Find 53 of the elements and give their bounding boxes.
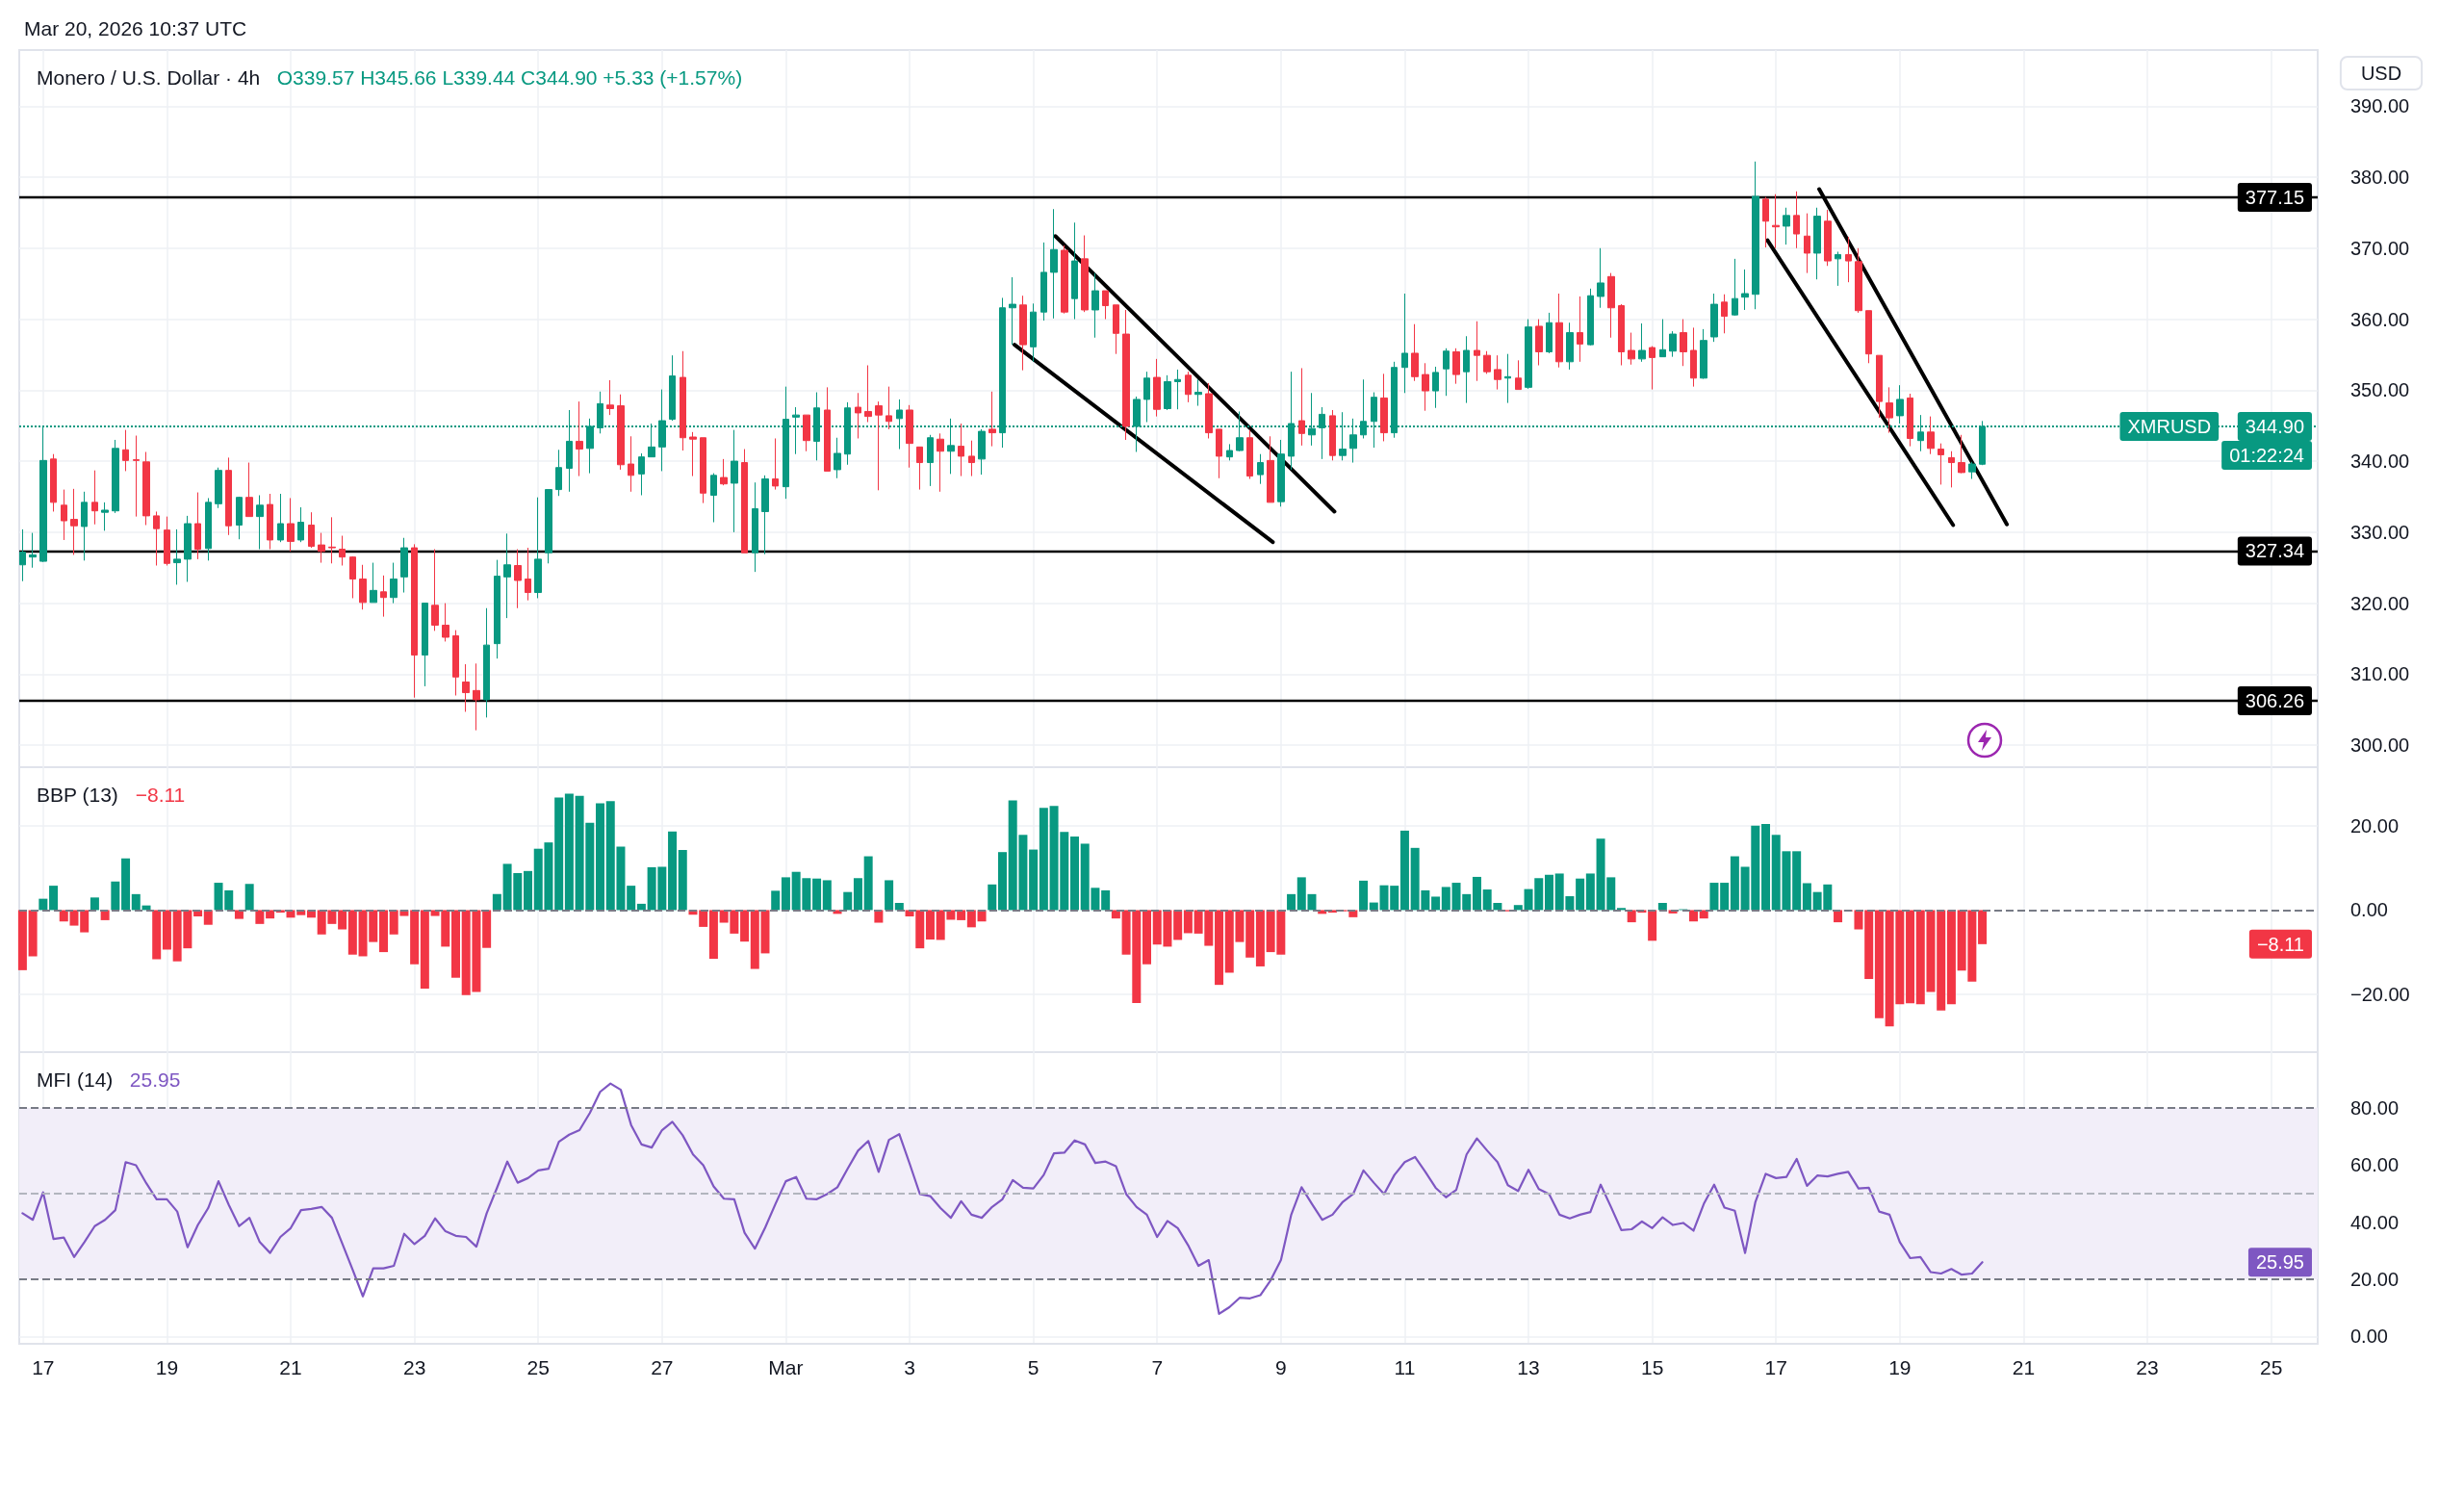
x-tick-label: Mar: [768, 1356, 804, 1378]
x-tick-label: 17: [1764, 1356, 1787, 1378]
x-tick-label: 25: [2259, 1356, 2283, 1378]
annotation: 25.95: [2255, 1251, 2304, 1274]
x-tick-label: 11: [1394, 1356, 1416, 1378]
ref-line-label: XMRUSD: [2127, 415, 2212, 437]
x-tick-label: 3: [904, 1356, 915, 1378]
y-tick-label: 330.00: [2350, 521, 2410, 543]
x-tick-label: 21: [279, 1356, 302, 1378]
ref-line-label: 306.26: [2245, 689, 2304, 711]
y-tick-label: 350.00: [2350, 379, 2410, 401]
annotation: 01:22:24: [2229, 444, 2304, 466]
x-tick-label: 25: [526, 1356, 550, 1378]
y-tick-label: 0.00: [2350, 1326, 2388, 1348]
y-axis-title: USD: [2360, 63, 2402, 84]
ref-line-label: 377.15: [2245, 187, 2304, 209]
y-tick-label: 390.00: [2350, 95, 2410, 117]
annotation: −8.11: [135, 784, 186, 806]
x-tick-label: 21: [2012, 1356, 2036, 1378]
annotation: 25.95: [129, 1068, 181, 1091]
y-tick-label: 60.00: [2350, 1154, 2400, 1176]
x-tick-label: 7: [1151, 1356, 1164, 1378]
y-tick-label: 20.00: [2350, 1268, 2400, 1290]
y-tick-label: 360.00: [2350, 308, 2410, 330]
x-tick-label: 19: [1888, 1356, 1912, 1378]
y-tick-label: −20.00: [2350, 983, 2410, 1005]
annotation: 344.90: [2245, 415, 2304, 437]
annotation: −8.11: [2256, 933, 2304, 955]
x-tick-label: 23: [2136, 1356, 2159, 1378]
y-tick-label: 0.00: [2350, 899, 2388, 921]
y-tick-label: 370.00: [2350, 237, 2410, 259]
x-tick-label: 13: [1517, 1356, 1540, 1378]
text: Monero / U.S. Dollar · 4h: [37, 66, 261, 89]
y-tick-label: 320.00: [2350, 592, 2410, 614]
ref-line-label: 327.34: [2245, 540, 2304, 562]
x-tick-label: 5: [1027, 1356, 1040, 1378]
x-tick-label: 19: [155, 1356, 179, 1378]
x-tick-label: 23: [402, 1356, 426, 1378]
y-tick-label: 380.00: [2350, 167, 2410, 189]
y-tick-label: 310.00: [2350, 663, 2410, 685]
y-tick-label: 40.00: [2350, 1211, 2400, 1233]
x-tick-label: 15: [1640, 1356, 1664, 1378]
y-tick-label: 80.00: [2350, 1096, 2400, 1119]
text: BBP (13): [37, 784, 118, 806]
chart-subtitle: Mar 20, 2026 10:37 UTC: [24, 17, 247, 39]
x-tick-label: 17: [32, 1356, 55, 1378]
y-tick-label: 300.00: [2350, 734, 2410, 757]
x-tick-label: 27: [651, 1356, 674, 1378]
y-tick-label: 340.00: [2350, 450, 2410, 473]
y-tick-label: 20.00: [2350, 815, 2400, 837]
text: MFI (14): [37, 1068, 114, 1091]
annotation: O339.57 H345.66 L339.44 C344.90 +5.33 (+1.57%): [276, 66, 743, 89]
x-tick-label: 9: [1274, 1356, 1287, 1378]
